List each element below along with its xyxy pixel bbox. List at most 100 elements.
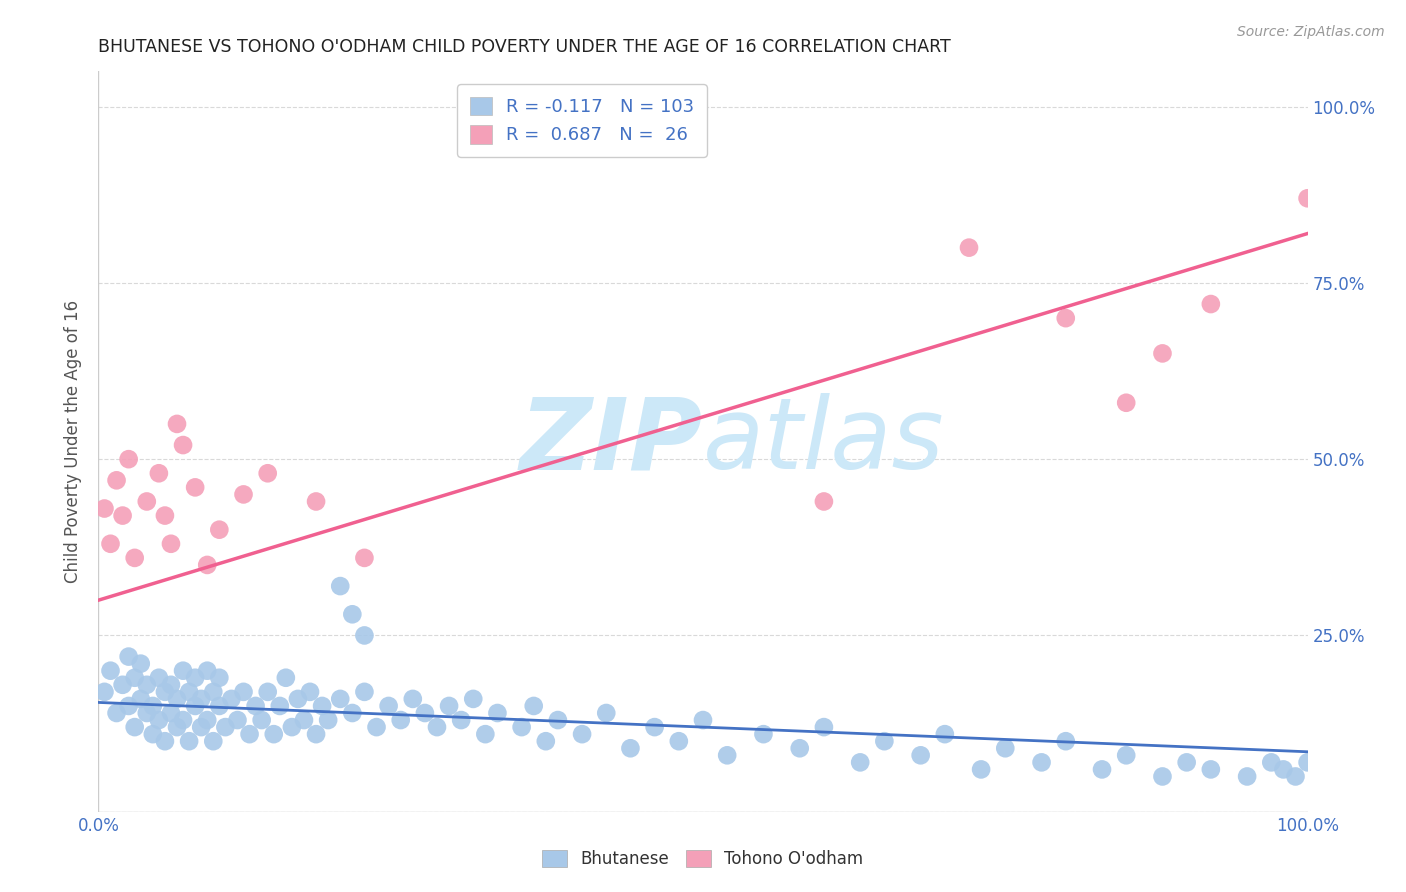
Point: [184, 480, 207, 494]
Point: [1031, 756, 1053, 770]
Point: [148, 671, 170, 685]
Point: [239, 727, 262, 741]
Text: Source: ZipAtlas.com: Source: ZipAtlas.com: [1237, 25, 1385, 39]
Point: [1272, 763, 1295, 777]
Point: [1260, 756, 1282, 770]
Point: [1091, 763, 1114, 777]
Point: [124, 550, 146, 565]
Legend: Bhutanese, Tohono O'odham: Bhutanese, Tohono O'odham: [536, 843, 870, 875]
Point: [1152, 769, 1174, 783]
Point: [437, 698, 460, 713]
Point: [153, 685, 176, 699]
Point: [619, 741, 641, 756]
Point: [232, 487, 254, 501]
Point: [353, 628, 375, 642]
Point: [202, 734, 225, 748]
Point: [510, 720, 533, 734]
Point: [342, 607, 364, 622]
Point: [208, 698, 231, 713]
Point: [1115, 396, 1137, 410]
Point: [668, 734, 690, 748]
Text: ZIP: ZIP: [520, 393, 703, 490]
Point: [353, 550, 375, 565]
Point: [692, 713, 714, 727]
Text: atlas: atlas: [703, 393, 945, 490]
Point: [970, 763, 993, 777]
Point: [426, 720, 449, 734]
Point: [342, 706, 364, 720]
Point: [269, 698, 291, 713]
Point: [172, 713, 194, 727]
Point: [135, 678, 157, 692]
Point: [1284, 769, 1306, 783]
Point: [486, 706, 509, 720]
Point: [1199, 763, 1222, 777]
Point: [111, 508, 134, 523]
Point: [571, 727, 593, 741]
Point: [1054, 734, 1077, 748]
Point: [353, 685, 375, 699]
Point: [1296, 191, 1319, 205]
Point: [245, 698, 267, 713]
Point: [873, 734, 896, 748]
Point: [226, 713, 249, 727]
Point: [179, 734, 201, 748]
Point: [1199, 297, 1222, 311]
Point: [813, 494, 835, 508]
Legend: R = -0.117   N = 103, R =  0.687   N =  26: R = -0.117 N = 103, R = 0.687 N = 26: [457, 84, 707, 157]
Point: [148, 713, 170, 727]
Point: [813, 720, 835, 734]
Point: [534, 734, 557, 748]
Point: [105, 706, 128, 720]
Point: [118, 649, 141, 664]
Point: [716, 748, 738, 763]
Point: [100, 664, 122, 678]
Point: [214, 720, 236, 734]
Point: [118, 452, 141, 467]
Point: [1175, 756, 1198, 770]
Point: [135, 494, 157, 508]
Point: [450, 713, 472, 727]
Point: [305, 727, 328, 741]
Point: [93, 501, 115, 516]
Point: [256, 467, 278, 481]
Point: [595, 706, 617, 720]
Point: [166, 692, 188, 706]
Point: [118, 698, 141, 713]
Point: [195, 664, 218, 678]
Point: [463, 692, 485, 706]
Point: [195, 713, 218, 727]
Point: [789, 741, 811, 756]
Point: [292, 713, 315, 727]
Point: [287, 692, 309, 706]
Point: [311, 698, 333, 713]
Point: [1152, 346, 1174, 360]
Point: [957, 241, 980, 255]
Point: [377, 698, 399, 713]
Point: [93, 685, 115, 699]
Point: [129, 692, 152, 706]
Point: [274, 671, 297, 685]
Point: [148, 467, 170, 481]
Point: [402, 692, 425, 706]
Point: [195, 558, 218, 572]
Point: [190, 692, 212, 706]
Point: [153, 508, 176, 523]
Point: [281, 720, 304, 734]
Point: [1115, 748, 1137, 763]
Text: BHUTANESE VS TOHONO O'ODHAM CHILD POVERTY UNDER THE AGE OF 16 CORRELATION CHART: BHUTANESE VS TOHONO O'ODHAM CHILD POVERT…: [98, 38, 952, 56]
Point: [523, 698, 546, 713]
Point: [221, 692, 243, 706]
Point: [329, 692, 352, 706]
Point: [316, 713, 339, 727]
Point: [994, 741, 1017, 756]
Point: [184, 671, 207, 685]
Point: [752, 727, 775, 741]
Point: [232, 685, 254, 699]
Point: [166, 417, 188, 431]
Point: [849, 756, 872, 770]
Point: [100, 537, 122, 551]
Point: [208, 671, 231, 685]
Point: [129, 657, 152, 671]
Point: [910, 748, 932, 763]
